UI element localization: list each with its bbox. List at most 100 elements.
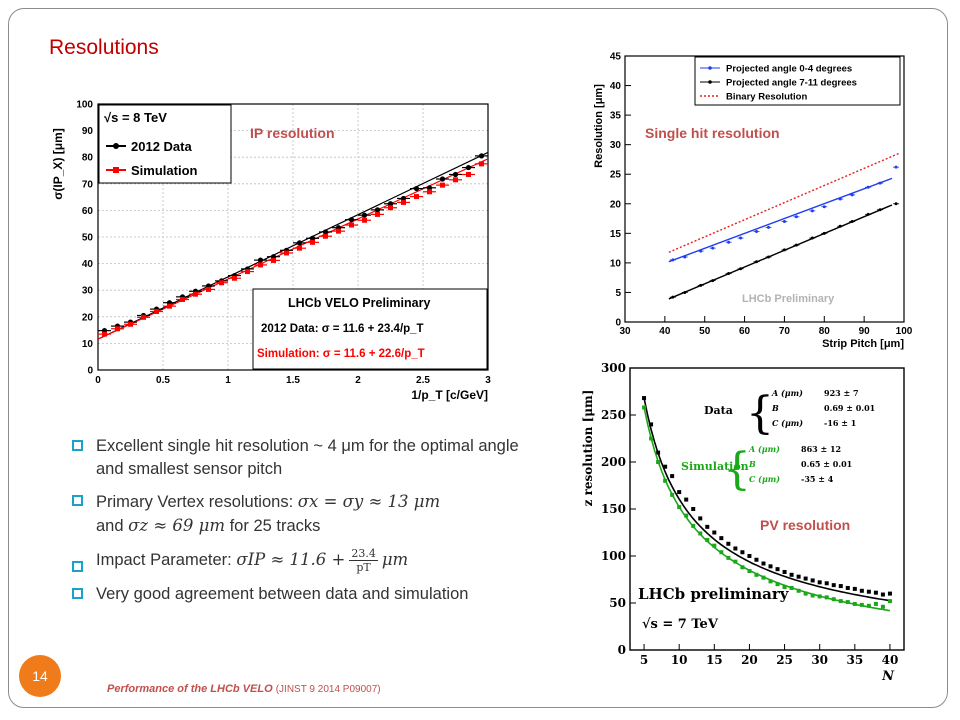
checkbox-bullet-icon	[72, 561, 83, 572]
data-params-param-name: B	[771, 403, 779, 413]
data-point	[387, 201, 394, 207]
x-tick-label: 20	[741, 653, 758, 667]
y-tick-label: 60	[82, 206, 94, 217]
data-point	[859, 588, 864, 593]
data-point	[670, 474, 675, 479]
y-tick-label: 30	[610, 140, 622, 151]
sim-params-label: Simulation	[681, 460, 749, 473]
bullet-text: for 25 tracks	[225, 517, 321, 535]
fit-line-0-4	[668, 177, 893, 263]
legend-box	[694, 56, 901, 106]
data-point	[452, 171, 459, 178]
data-point	[698, 516, 703, 521]
legend-data-label: 2012 Data	[131, 139, 192, 154]
sim-point	[206, 286, 211, 292]
legend-7-11-marker	[708, 80, 712, 84]
data-point	[845, 585, 850, 590]
bullet-text: Very good agreement between data and sim…	[96, 585, 469, 603]
checkbox-bullet-icon	[72, 588, 83, 599]
pv-resolution-chart: 0 50 100 150 200 250 300 5 10 15 20 25 30 35 40 Nz reso…	[576, 356, 906, 686]
bullet-item: Impact Parameter: σIP ≈ 11.6 +23.4 pT μm	[72, 547, 532, 574]
y-tick-label: 50	[82, 233, 94, 244]
sim-point	[336, 228, 341, 234]
sim-params-brace: {	[723, 444, 751, 495]
sim-point	[740, 565, 745, 570]
y-tick-label: 80	[82, 153, 94, 164]
x-tick-label: 30	[811, 653, 828, 667]
fit-sim-text: Simulation: σ = 11.6 + 22.6/p_T	[257, 348, 425, 360]
data-point	[439, 176, 446, 182]
plot-frame	[97, 103, 489, 371]
x-tick-label: 30	[619, 326, 631, 337]
data-point	[852, 586, 857, 591]
data-point	[887, 591, 892, 596]
sim-point	[789, 585, 794, 590]
sim-point	[232, 275, 237, 281]
y-tick-label: 35	[610, 111, 622, 122]
sim-point	[466, 171, 471, 177]
data-point	[348, 217, 355, 223]
sim-point	[775, 582, 780, 587]
data-point	[880, 592, 885, 597]
sim-point	[817, 594, 822, 599]
sim-point	[310, 239, 315, 245]
binary-resolution-line	[668, 152, 901, 253]
sim-point	[349, 222, 354, 228]
sim-point	[414, 194, 419, 200]
fraction-denominator: pT	[356, 561, 371, 574]
sim-params-param-value: -35 ± 4	[801, 474, 834, 484]
sim-point	[167, 303, 172, 309]
footer-ref-open: (	[275, 684, 280, 695]
slide-title: Resolutions	[49, 36, 159, 59]
legend-0-4-marker	[708, 66, 712, 70]
data-point	[803, 576, 808, 581]
y-tick-label: 50	[609, 596, 626, 610]
sim-point	[284, 250, 289, 256]
data-params-label: Data	[704, 404, 733, 417]
sim-point	[141, 314, 146, 320]
x-tick-label: 3	[485, 375, 491, 386]
data-params-param-name: A (μm)	[771, 388, 803, 398]
footer-ref-close: )	[377, 684, 381, 695]
y-tick-label: 100	[601, 549, 626, 563]
sim-params-param-name: C (μm)	[749, 474, 780, 484]
bullet-text: and	[96, 517, 129, 535]
data-point	[775, 567, 780, 572]
x-tick-label: 5	[640, 653, 648, 667]
bullet-item: Primary Vertex resolutions: σx = σy ≈ 13…	[72, 490, 532, 538]
sim-point	[831, 597, 836, 602]
x-tick-label: 50	[699, 326, 711, 337]
sim-point	[747, 569, 752, 574]
sim-point	[824, 595, 829, 600]
sim-point	[719, 550, 724, 555]
chart-background	[576, 356, 906, 686]
single-hit-label: Single hit resolution	[645, 125, 780, 141]
ip-resolution-chart: 0 10 20 30 40 50 60 70 80 90 100 0 0.5 1 1.5 2 2.5 3 1/p_T…	[48, 92, 500, 408]
data-point	[768, 564, 773, 569]
sim-point	[887, 599, 892, 604]
sim-params-param-name: B	[748, 459, 756, 469]
y-tick-label: 40	[610, 81, 622, 92]
x-tick-label: 40	[659, 326, 671, 337]
energy-text: √s = 7 TeV	[642, 617, 719, 632]
data-point	[873, 590, 878, 595]
y-tick-label: 10	[610, 258, 622, 269]
data-point	[413, 185, 420, 192]
x-tick-label: 100	[896, 326, 912, 337]
y-tick-label: 0	[87, 366, 93, 377]
data-point	[426, 185, 433, 191]
data-params-param-name: C (μm)	[772, 418, 803, 428]
sim-point	[684, 513, 689, 518]
data-point	[663, 464, 668, 469]
page-number-badge: 14	[19, 655, 61, 697]
sim-params-param-value: 0.65 ± 0.01	[801, 459, 852, 469]
data-point	[740, 550, 745, 555]
legend-data-marker	[113, 143, 119, 149]
y-tick-label: 300	[601, 361, 626, 375]
sim-point	[670, 492, 675, 497]
fraction-numerator: 23.4	[349, 547, 378, 561]
legend-7-11-label: Projected angle 7-11 degrees	[726, 78, 857, 89]
sim-point	[440, 182, 445, 188]
data-params-brace: {	[746, 388, 774, 439]
